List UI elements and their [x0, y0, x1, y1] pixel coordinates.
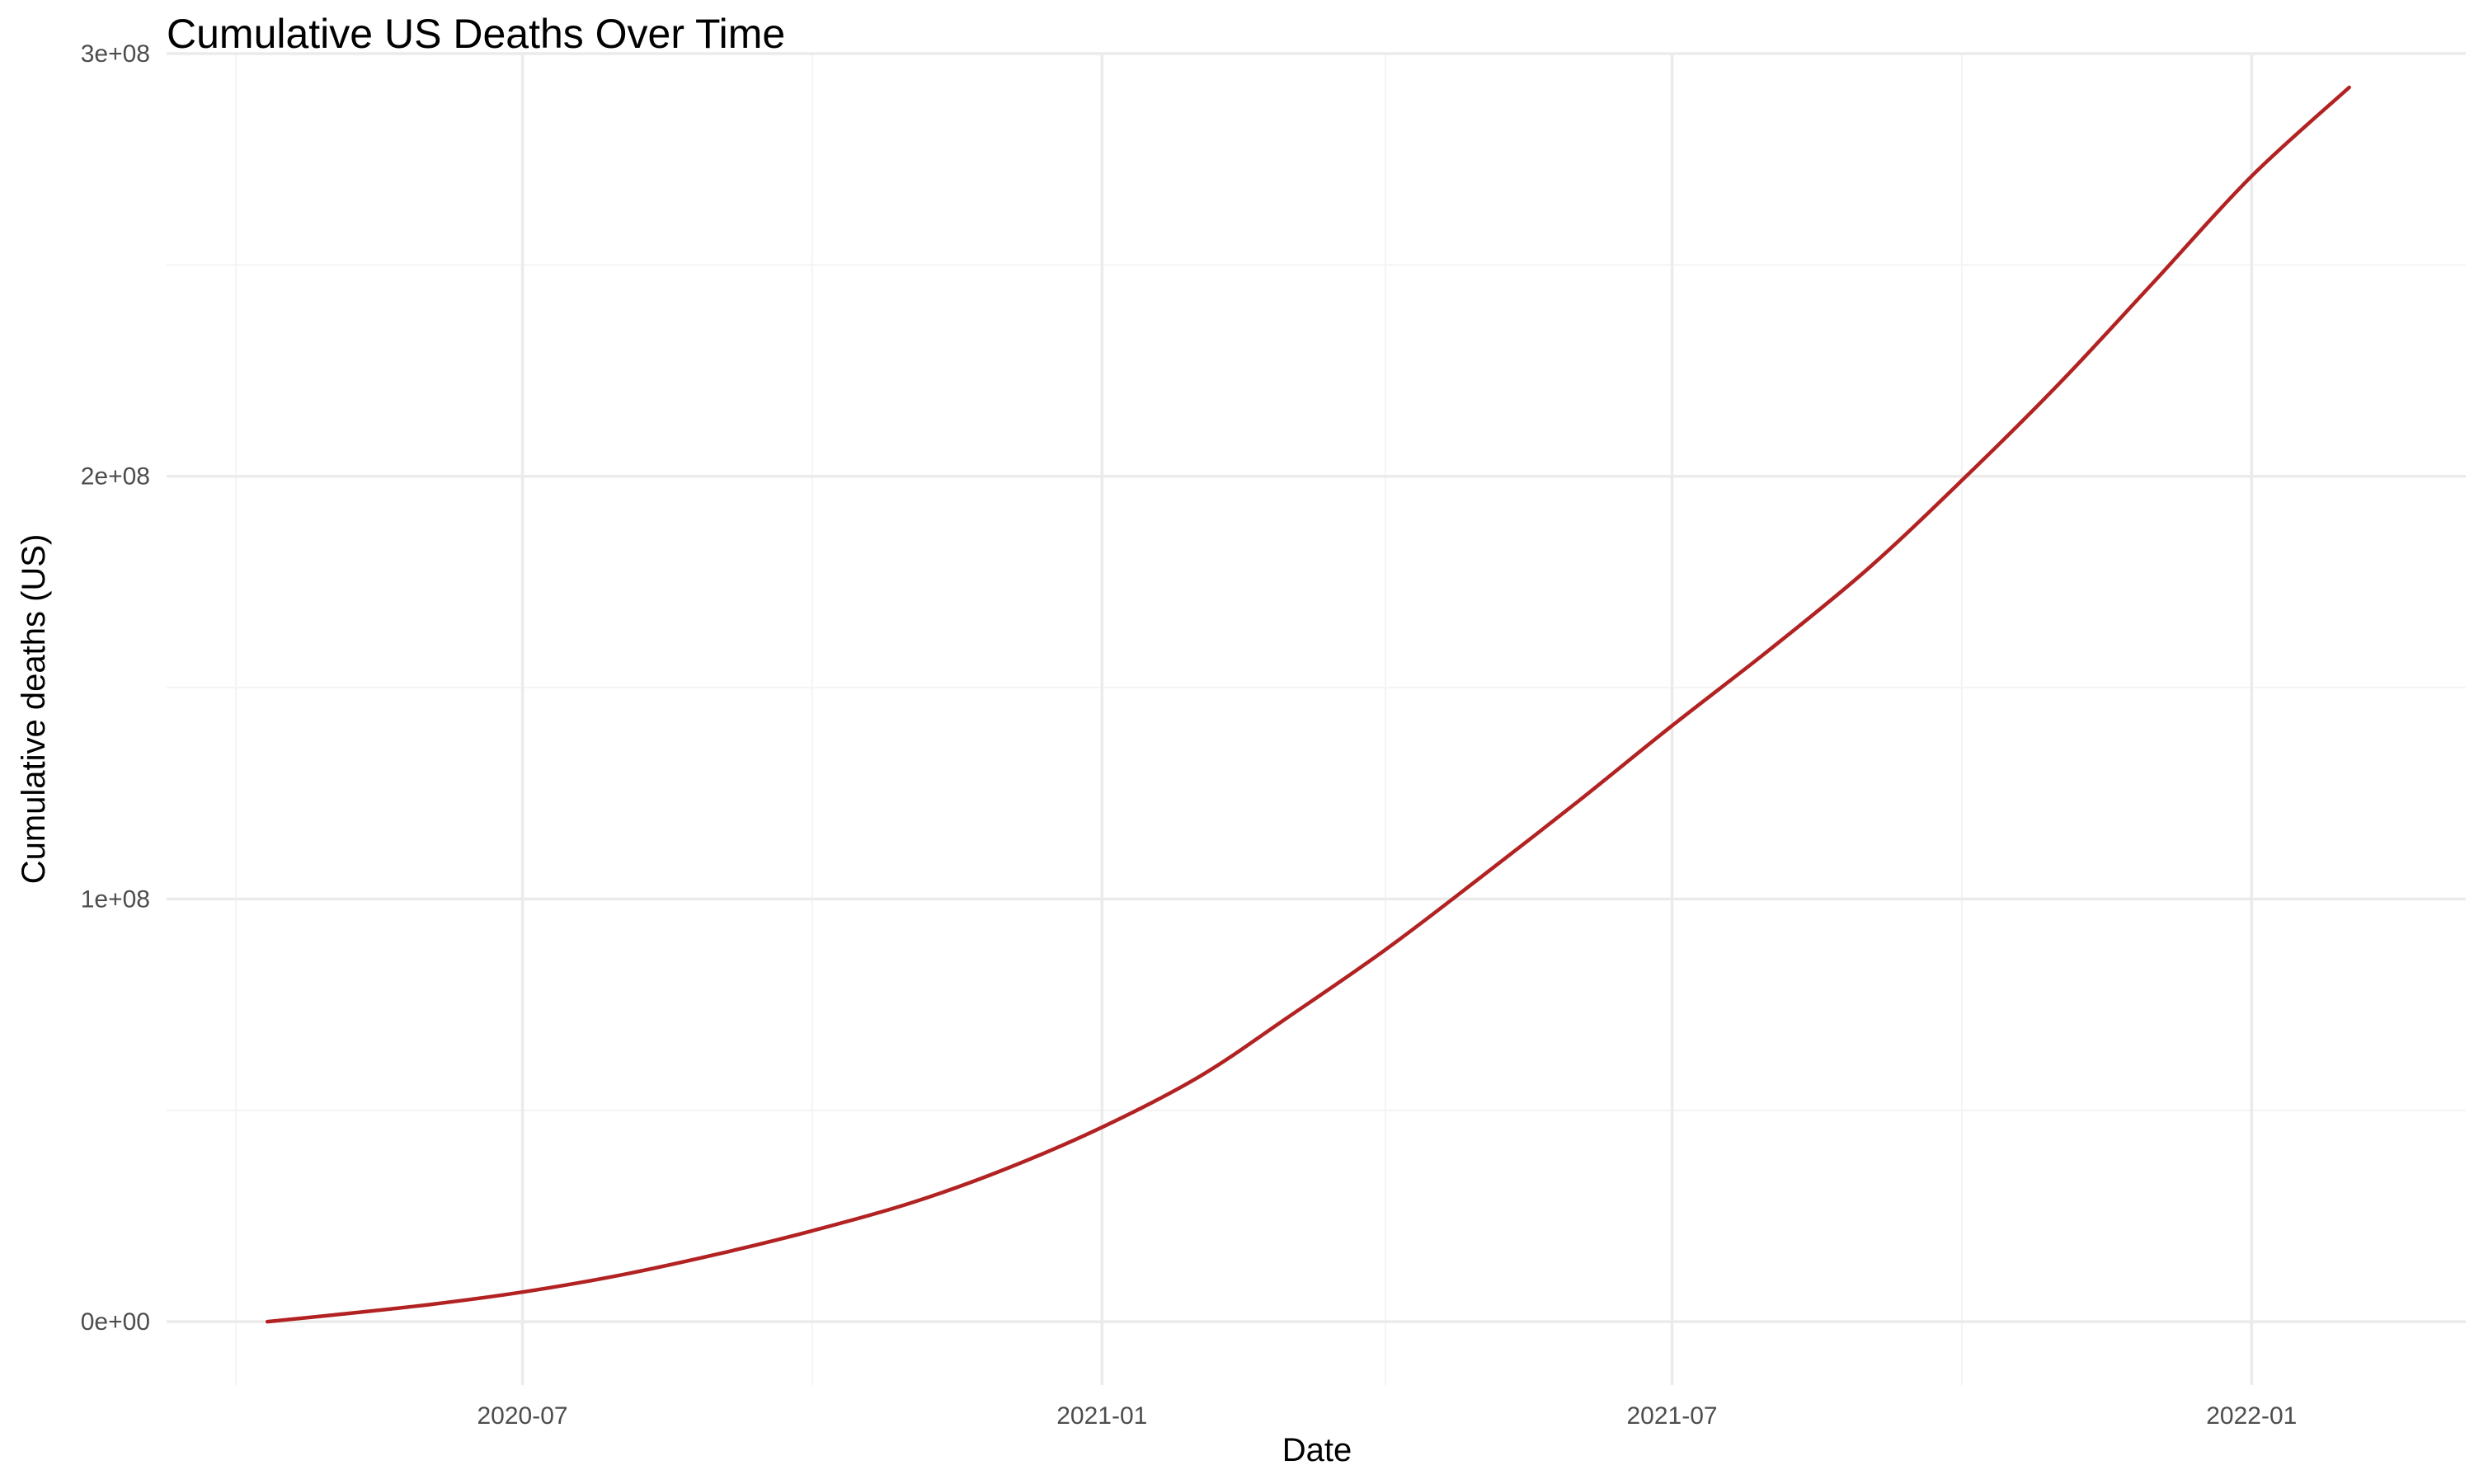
series-lines: [265, 85, 2351, 1324]
x-tick-label: 2021-01: [1056, 1402, 1147, 1430]
minor-gridlines: [167, 54, 2466, 1385]
chart-title: Cumulative US Deaths Over Time: [167, 11, 785, 57]
x-tick-label: 2020-07: [477, 1402, 568, 1430]
x-axis-tick-labels: 2020-07 2021-01 2021-07 2022-01: [477, 1402, 2298, 1430]
y-tick-label: 1e+08: [81, 885, 150, 913]
y-tick-label: 0e+00: [81, 1308, 150, 1336]
x-tick-label: 2021-07: [1627, 1402, 1718, 1430]
x-axis-title: Date: [1282, 1432, 1352, 1468]
x-tick-label: 2022-01: [2206, 1402, 2297, 1430]
y-tick-label: 2e+08: [81, 463, 150, 491]
series-line: [265, 85, 2351, 1324]
y-tick-label: 3e+08: [81, 40, 150, 68]
y-axis-title: Cumulative deaths (US): [16, 534, 52, 885]
major-gridlines: [167, 52, 2466, 1385]
y-axis-tick-labels: 0e+00 1e+08 2e+08 3e+08: [81, 40, 150, 1336]
